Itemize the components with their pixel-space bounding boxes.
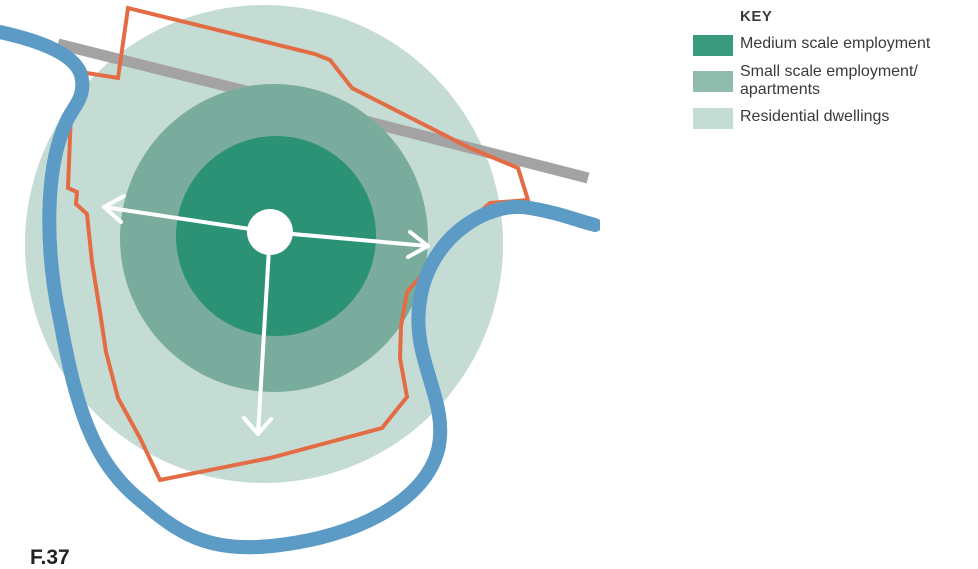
arrow-east-line <box>268 230 430 248</box>
arrow-south-line <box>256 230 272 436</box>
arrow-west-head <box>102 194 126 224</box>
key-label-small-scale: Small scale employment/ apartments <box>740 63 918 98</box>
swatch-residential <box>693 108 733 129</box>
figure-label: F.37 <box>30 546 70 569</box>
swatch-medium-scale <box>693 35 733 56</box>
arrow-south-head <box>242 416 273 436</box>
key-item-small-scale: Small scale employment/ apartments <box>693 63 978 99</box>
arrow-east-head <box>406 230 430 259</box>
key-label-residential: Residential dwellings <box>740 108 890 125</box>
key-item-residential: Residential dwellings <box>693 108 978 129</box>
key-title: KEY <box>740 8 773 25</box>
key-label-medium-scale: Medium scale employment <box>740 35 931 52</box>
key-item-medium-scale: Medium scale employment <box>693 35 978 56</box>
river-line <box>0 24 600 555</box>
site-boundary-line <box>65 5 531 483</box>
site-diagram-map <box>0 5 600 555</box>
map-key: KEY Medium scale employment Small scale … <box>693 8 978 138</box>
swatch-small-scale <box>693 71 733 92</box>
centre-node <box>247 209 293 255</box>
arrows-group <box>102 194 430 436</box>
arrow-west-line <box>102 205 272 234</box>
